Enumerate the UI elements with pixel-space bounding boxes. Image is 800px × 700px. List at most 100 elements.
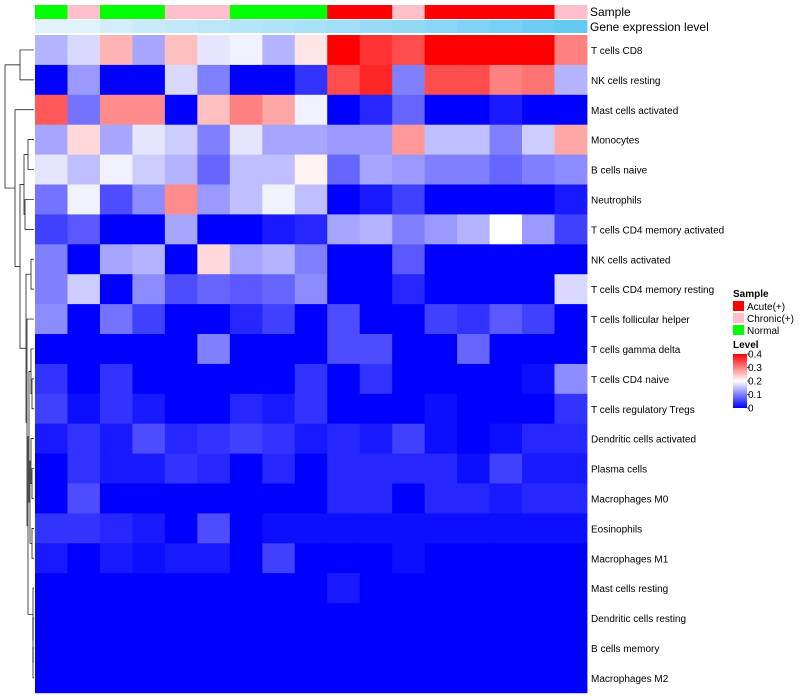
- heatmap-cell: [489, 603, 523, 634]
- heatmap-cell: [164, 184, 198, 215]
- heatmap-cell: [99, 513, 133, 544]
- heatmap-cell: [424, 573, 458, 604]
- heatmap-cell: [522, 513, 555, 544]
- heatmap-cell: [294, 662, 328, 694]
- sample-annotation-cell: [197, 5, 231, 19]
- expression-annotation-cell: [99, 20, 133, 33]
- heatmap-cell: [294, 244, 328, 275]
- heatmap-cell: [67, 423, 101, 454]
- heatmap-cell: [99, 633, 133, 664]
- sample-annotation-cell: [489, 5, 523, 19]
- expression-annotation-cell: [554, 20, 588, 33]
- heatmap-cell: [489, 513, 523, 544]
- expression-annotation-cell: [164, 20, 198, 33]
- heatmap-cell: [164, 64, 198, 96]
- heatmap-cell: [262, 214, 296, 245]
- heatmap-cell: [359, 304, 393, 335]
- heatmap-cell: [359, 214, 393, 245]
- heatmap-cell: [294, 274, 328, 305]
- heatmap-cell: [99, 244, 133, 275]
- heatmap-cell: [359, 64, 393, 96]
- heatmap-cell: [359, 453, 393, 484]
- heatmap-cell: [262, 633, 296, 664]
- heatmap-cell: [99, 573, 133, 604]
- heatmap-cell: [294, 573, 328, 604]
- heatmap-cell: [359, 184, 393, 215]
- heatmap-cell: [99, 124, 133, 155]
- heatmap-cell: [67, 633, 101, 664]
- heatmap-cell: [67, 214, 101, 245]
- heatmap-cell: [294, 334, 328, 365]
- heatmap-cell: [99, 393, 133, 425]
- row-label: Macrophages M2: [591, 674, 669, 685]
- expression-annotation-cell: [35, 20, 68, 33]
- heatmap-cell: [359, 423, 393, 454]
- dendrogram-branch: [31, 468, 34, 499]
- heatmap-cell: [294, 363, 328, 395]
- heatmap-cell: [164, 603, 198, 634]
- heatmap-cell: [35, 334, 68, 365]
- dendrogram-branch: [4, 64, 20, 189]
- heatmap-cell: [99, 304, 133, 335]
- row-label: T cells CD8: [591, 46, 643, 57]
- heatmap-cell: [457, 124, 490, 155]
- heatmap-cell: [132, 64, 166, 96]
- heatmap-cell: [392, 423, 426, 454]
- heatmap-cell: [99, 603, 133, 634]
- heatmap-cell: [164, 334, 198, 365]
- dendrogram-branch: [30, 438, 34, 484]
- heatmap-cell: [554, 393, 588, 425]
- heatmap-cell: [554, 543, 588, 574]
- expression-annotation-cell: [132, 20, 166, 33]
- heatmap-cell: [262, 483, 296, 514]
- heatmap-cell: [392, 513, 426, 544]
- heatmap-cell: [554, 184, 588, 215]
- heatmap-cell: [229, 94, 263, 126]
- sample-legend-swatch: [733, 301, 744, 311]
- heatmap-cell: [262, 124, 296, 155]
- heatmap-cell: [67, 35, 101, 66]
- sample-annotation-cell: [424, 5, 458, 19]
- heatmap-cell: [294, 94, 328, 126]
- heatmap-cell: [359, 483, 393, 514]
- heatmap-cell: [392, 543, 426, 574]
- dendrogram-branch: [23, 154, 28, 215]
- heatmap-cell: [35, 154, 68, 185]
- heatmap-cell: [457, 633, 490, 664]
- heatmap-cell: [197, 513, 231, 544]
- heatmap-cell: [67, 662, 101, 694]
- heatmap-cell: [554, 124, 588, 155]
- heatmap-cell: [262, 154, 296, 185]
- sample-annotation-cell: [327, 5, 361, 19]
- heatmap-cell: [392, 64, 426, 96]
- heatmap-cell: [457, 423, 490, 454]
- expression-annotation-cell: [359, 20, 393, 33]
- heatmap-cell: [522, 184, 555, 215]
- heatmap-cell: [327, 184, 361, 215]
- heatmap-cell: [67, 304, 101, 335]
- heatmap-cell: [229, 304, 263, 335]
- heatmap-cell: [522, 603, 555, 634]
- heatmap-cell: [522, 94, 555, 126]
- heatmap-cell: [392, 662, 426, 694]
- sample-annotation-cell: [164, 5, 198, 19]
- heatmap-cell: [197, 573, 231, 604]
- heatmap-cell: [554, 513, 588, 544]
- row-label: T cells follicular helper: [591, 315, 690, 326]
- heatmap-cell: [67, 64, 101, 96]
- heatmap-cell: [294, 304, 328, 335]
- heatmap-cell: [67, 274, 101, 305]
- row-label: T cells CD4 memory resting: [591, 285, 714, 296]
- heatmap-cell: [522, 35, 555, 66]
- heatmap-cell: [392, 573, 426, 604]
- heatmap-cell: [457, 35, 490, 66]
- heatmap-cell: [327, 483, 361, 514]
- heatmap-cell: [359, 633, 393, 664]
- dendrogram-branch: [19, 49, 34, 81]
- heatmap-cell: [327, 573, 361, 604]
- heatmap-cell: [35, 662, 68, 694]
- dendrogram-branch: [30, 348, 34, 395]
- sample-annotation-cell: [522, 5, 555, 19]
- heatmap-cell: [164, 124, 198, 155]
- heatmap-cell: [457, 363, 490, 395]
